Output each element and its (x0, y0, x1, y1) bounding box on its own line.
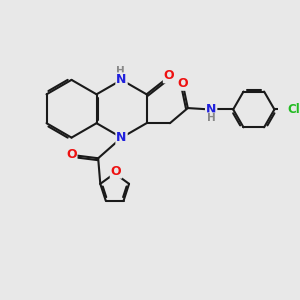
Text: N: N (116, 74, 127, 86)
Text: Cl: Cl (288, 103, 300, 116)
Text: N: N (206, 103, 216, 116)
Text: O: O (164, 69, 174, 82)
Text: N: N (116, 131, 127, 144)
Text: O: O (178, 77, 188, 90)
Text: O: O (66, 148, 76, 160)
Text: H: H (207, 113, 216, 123)
Text: O: O (111, 165, 122, 178)
Text: H: H (116, 66, 124, 76)
